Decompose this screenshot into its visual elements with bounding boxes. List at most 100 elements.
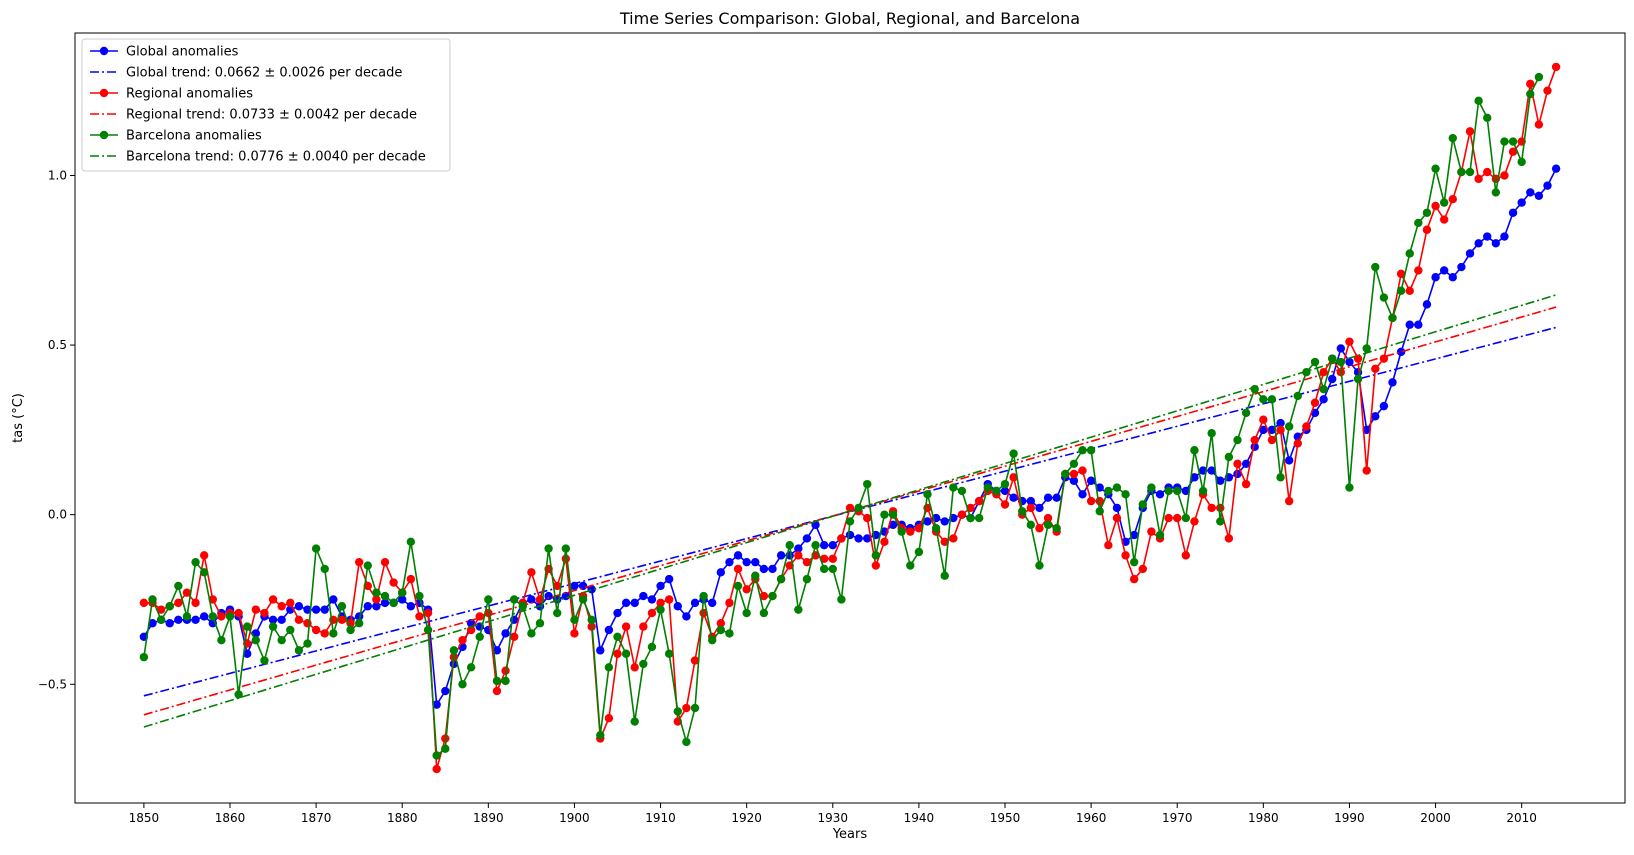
x-tick-label: 1950 <box>990 811 1021 825</box>
data-point-1977 <box>1233 435 1242 445</box>
data-point-1979 <box>1250 435 1259 445</box>
data-point-1906 <box>621 622 631 631</box>
data-point-1862 <box>243 649 252 658</box>
data-point-1914 <box>690 598 700 608</box>
data-point-1874 <box>346 625 355 635</box>
data-point-1968 <box>1155 490 1165 499</box>
data-point-1897 <box>544 591 553 601</box>
data-point-1881 <box>406 602 416 611</box>
data-point-1924 <box>776 574 786 584</box>
data-point-1853 <box>165 602 174 611</box>
data-point-1930 <box>828 564 837 574</box>
plot-frame <box>74 32 1626 804</box>
data-point-1982 <box>1276 425 1285 435</box>
data-point-1877 <box>372 588 381 597</box>
data-point-1907 <box>630 717 639 726</box>
data-point-1918 <box>725 557 734 567</box>
trend-line <box>143 326 1557 697</box>
data-point-1861 <box>234 608 243 618</box>
data-point-1940 <box>914 524 924 533</box>
data-point-1883 <box>423 608 433 618</box>
data-point-1882 <box>415 612 424 621</box>
data-point-1950 <box>1000 486 1010 496</box>
data-point-2010 <box>1517 157 1526 167</box>
data-point-1864 <box>260 656 269 665</box>
data-point-2002 <box>1448 133 1457 143</box>
data-point-1867 <box>286 625 295 635</box>
data-point-2012 <box>1534 120 1544 129</box>
legend-item-barcelona-trend-0-0776-0-0040-per-decade: Barcelona trend: 0.0776 ± 0.0040 per dec… <box>90 150 426 165</box>
data-point-1863 <box>251 635 261 645</box>
data-point-1870 <box>311 625 321 635</box>
data-point-1959 <box>1078 466 1087 475</box>
legend-label: Regional anomalies <box>126 87 253 102</box>
data-point-1987 <box>1319 384 1328 394</box>
data-point-1936 <box>880 510 889 519</box>
data-point-1866 <box>277 602 286 611</box>
data-point-1886 <box>449 646 459 655</box>
data-point-1885 <box>441 734 450 743</box>
data-point-1958 <box>1069 459 1079 468</box>
data-point-1892 <box>501 676 510 686</box>
data-point-1899 <box>561 591 571 601</box>
data-point-1989 <box>1336 344 1346 353</box>
x-tick-label: 1910 <box>645 811 676 825</box>
data-point-1946 <box>966 513 975 523</box>
data-point-1961 <box>1095 507 1104 516</box>
data-point-1857 <box>199 568 209 577</box>
data-point-1963 <box>1112 483 1122 492</box>
data-point-1852 <box>156 615 166 625</box>
data-point-1911 <box>664 574 674 584</box>
data-point-1955 <box>1043 513 1053 523</box>
data-point-1954 <box>1035 524 1044 533</box>
data-point-1884 <box>432 751 441 760</box>
data-point-1992 <box>1362 466 1371 475</box>
data-point-2011 <box>1526 89 1535 99</box>
data-point-1857 <box>199 612 209 621</box>
chart-title: Time Series Comparison: Global, Regional… <box>619 9 1080 28</box>
x-tick-label: 1980 <box>1248 811 1279 825</box>
data-point-1913 <box>682 612 691 621</box>
data-point-1999 <box>1422 225 1432 234</box>
data-point-1866 <box>277 635 286 645</box>
data-point-1854 <box>174 581 183 591</box>
data-point-1883 <box>423 625 433 635</box>
data-point-1985 <box>1302 368 1311 377</box>
data-point-1922 <box>759 591 769 601</box>
data-point-1921 <box>751 571 760 580</box>
data-point-1965 <box>1129 557 1139 567</box>
data-point-1858 <box>208 612 217 621</box>
data-point-1953 <box>1026 520 1036 530</box>
data-point-2001 <box>1439 266 1449 275</box>
data-point-1892 <box>501 629 510 638</box>
data-point-1867 <box>286 598 295 608</box>
data-point-1870 <box>311 544 321 553</box>
data-point-1959 <box>1078 446 1087 455</box>
legend-label: Barcelona anomalies <box>126 129 262 144</box>
data-point-1869 <box>303 619 312 628</box>
data-point-1899 <box>561 544 571 553</box>
data-point-1942 <box>931 524 941 533</box>
data-point-2003 <box>1457 167 1466 177</box>
data-point-1982 <box>1276 473 1285 482</box>
data-point-1993 <box>1371 262 1380 272</box>
data-point-1879 <box>389 598 398 608</box>
data-point-1863 <box>251 605 261 614</box>
series-barcelona-anomalies <box>139 72 1544 760</box>
data-point-1996 <box>1396 286 1406 295</box>
data-point-1919 <box>733 551 743 560</box>
data-point-1929 <box>819 564 829 574</box>
data-point-1903 <box>596 730 605 740</box>
data-point-1958 <box>1069 476 1079 485</box>
data-point-1972 <box>1190 446 1199 455</box>
data-point-1923 <box>768 591 777 601</box>
data-point-1953 <box>1026 503 1036 513</box>
data-point-1887 <box>458 635 467 645</box>
data-point-1891 <box>492 676 502 686</box>
x-tick-label: 1850 <box>129 811 160 825</box>
data-point-1971 <box>1181 486 1191 496</box>
legend: Global anomalies Global trend: 0.0662 ± 0… <box>81 38 451 172</box>
data-point-1933 <box>854 503 863 513</box>
data-point-1986 <box>1310 398 1320 407</box>
x-tick-label: 1900 <box>559 811 590 825</box>
